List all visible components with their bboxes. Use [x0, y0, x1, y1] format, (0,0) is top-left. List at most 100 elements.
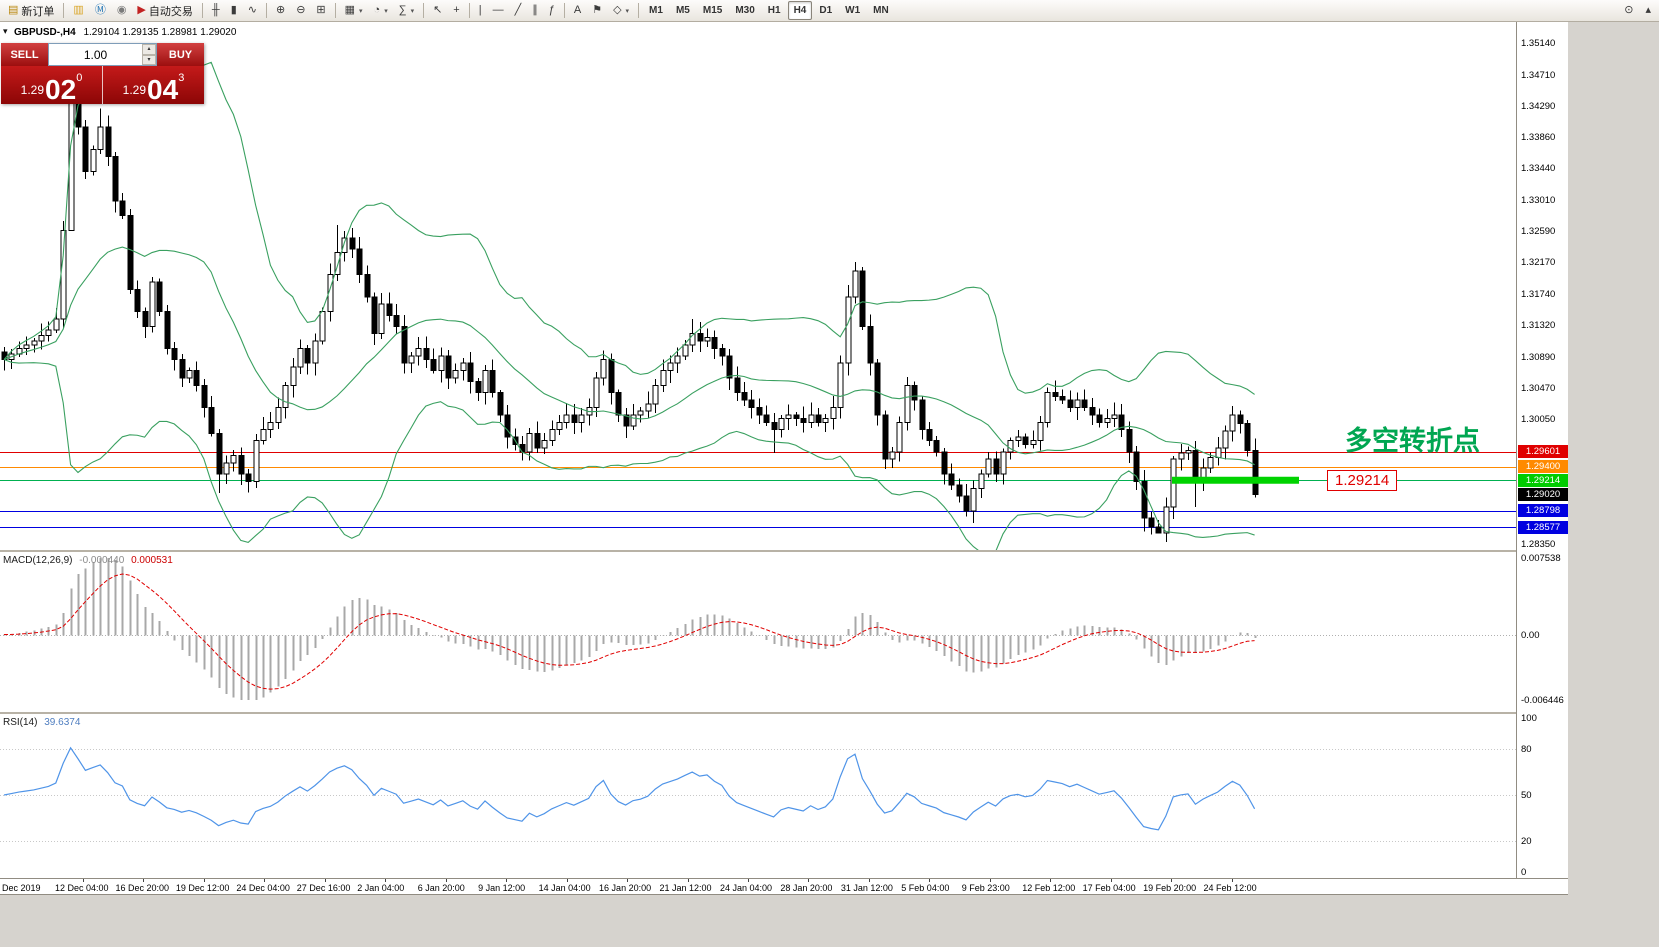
vertical-line-icon[interactable]: |	[474, 1, 487, 20]
time-axis-label: Dec 2019	[2, 883, 41, 893]
indicators-icon[interactable]: ∑ ▾	[394, 1, 419, 20]
macd-indicator-label: MACD(12,26,9) -0.000440 0.000531	[3, 555, 173, 566]
price-scale-label: 50	[1521, 790, 1532, 801]
fibonacci-icon[interactable]: ƒ	[544, 1, 560, 20]
chart-title: GBPUSD-,H4 1.29104 1.29135 1.28981 1.290…	[14, 27, 236, 38]
chart-symbol-period: GBPUSD-,H4	[14, 27, 76, 38]
cursor-icon[interactable]: ↖	[428, 1, 447, 20]
time-tick	[1110, 879, 1112, 882]
time-axis-label: 12 Feb 12:00	[1022, 883, 1076, 893]
price-badge: 1.29214	[1518, 473, 1568, 487]
time-tick	[1050, 879, 1052, 882]
buy-price-sup: 3	[178, 72, 185, 84]
channel-icon: ∥	[532, 4, 538, 16]
price-scale-label: 0.00	[1521, 629, 1540, 641]
price-scale-label: 80	[1521, 743, 1532, 755]
timeframe-mn[interactable]: MN	[867, 1, 895, 20]
price-badge: 1.29020	[1518, 488, 1568, 502]
macd-pane[interactable]	[0, 552, 1516, 712]
label-icon[interactable]: ⚑	[587, 1, 607, 20]
line-chart-icon[interactable]: ∿	[243, 1, 262, 20]
timeframe-d1-label: D1	[819, 5, 833, 16]
price-chart-pane[interactable]	[0, 22, 1516, 550]
time-tick	[627, 879, 629, 882]
macd-main-value: -0.000440	[79, 555, 125, 566]
buy-price-display[interactable]: 1.29 04 3	[102, 66, 204, 104]
price-scale-label: 1.32590	[1521, 226, 1556, 238]
bollinger-middle-band[interactable]	[3, 246, 1255, 466]
search-icon[interactable]: ⊙	[1619, 1, 1638, 20]
sell-price-display[interactable]: 1.29 02 0	[1, 66, 102, 104]
zoom-out-icon[interactable]: ⊖	[291, 1, 310, 20]
candlestick-icon[interactable]: ▮	[226, 1, 242, 20]
rsi-pane[interactable]	[0, 714, 1516, 878]
pane-separator[interactable]	[0, 550, 1568, 552]
bollinger-lower-band[interactable]	[3, 359, 1255, 550]
time-axis[interactable]: Dec 2019 12 Dec 04:00 16 Dec 20:00 19 Dec 1…	[0, 878, 1568, 894]
time-axis-label: 24 Dec 04:00	[236, 883, 290, 893]
news-icon[interactable]: ◉	[112, 1, 132, 20]
timeframe-m5[interactable]: M5	[670, 1, 696, 20]
toolbar-separator	[63, 3, 65, 18]
shapes-icon[interactable]: ◇ ▾	[608, 1, 634, 20]
time-tick	[929, 879, 931, 882]
sell-button[interactable]: SELL	[1, 43, 48, 66]
volume-field[interactable]: 1.00 ▴ ▾	[48, 43, 157, 66]
trendline-icon[interactable]: ╱	[510, 1, 527, 20]
community-icon[interactable]: Ⓜ	[90, 1, 111, 20]
profiles-icon[interactable]: ◔ ▾	[369, 1, 393, 20]
time-axis-label: 6 Jan 20:00	[417, 883, 465, 893]
horizontal-level-lines[interactable]	[0, 452, 1516, 528]
timeframe-m30[interactable]: M30	[729, 1, 760, 20]
timeframe-h1[interactable]: H1	[762, 1, 787, 20]
price-scale-label: 1.34710	[1521, 69, 1556, 81]
zoom-in-icon[interactable]: ⊕	[271, 1, 290, 20]
buy-button[interactable]: BUY	[157, 43, 204, 66]
new-chart-icon[interactable]: ▦ ▾	[340, 1, 368, 20]
rsi-value: 39.6374	[44, 717, 81, 728]
timeframe-m15[interactable]: M15	[697, 1, 728, 20]
macd-signal-value: 0.000531	[131, 555, 173, 566]
price-scale[interactable]: 1.35140 1.34710 1.34290 1.33860 1.33440 1.330…	[1516, 22, 1568, 878]
timeframe-m1[interactable]: M1	[643, 1, 669, 20]
news-icon: ◉	[116, 4, 127, 16]
timeframe-m15-label: M15	[702, 5, 723, 16]
ohlc-bars-icon[interactable]: ╫	[207, 1, 225, 20]
new-order-button[interactable]: ▤ 新订单	[3, 1, 59, 20]
indicators-icon: ∑	[398, 4, 407, 16]
chart-annotation-text[interactable]: 多空转折点	[1345, 426, 1480, 456]
market-icon: ▥	[73, 4, 84, 16]
support-segment[interactable]	[1172, 476, 1299, 484]
timeframe-m1-label: M1	[649, 5, 663, 16]
toolbar-collapse-icon[interactable]: ▴	[1640, 1, 1656, 20]
time-axis-label: 9 Jan 12:00	[478, 883, 526, 893]
crosshair-icon[interactable]: +	[448, 1, 464, 20]
timeframe-h4[interactable]: H4	[787, 1, 813, 20]
horizontal-line-icon[interactable]: —	[488, 1, 509, 20]
text-icon[interactable]: A	[569, 1, 586, 20]
tile-windows-icon[interactable]: ⊞	[311, 1, 330, 20]
price-level-tag[interactable]: 1.29214	[1327, 470, 1398, 491]
chart-ohlc-values: 1.29104 1.29135 1.28981 1.29020	[83, 27, 237, 38]
price-scale-label: 20	[1521, 836, 1532, 848]
timeframe-w1[interactable]: W1	[839, 1, 866, 20]
spinner-down-icon[interactable]: ▾	[142, 54, 156, 65]
horizontal-line-icon: —	[492, 4, 504, 16]
bollinger-upper-band[interactable]	[3, 52, 1255, 395]
timeframe-m5-label: M5	[675, 5, 690, 16]
spinner-up-icon[interactable]: ▴	[142, 44, 156, 55]
one-click-panel-toggle[interactable]: ▾	[3, 26, 8, 37]
time-axis-label: 21 Jan 12:00	[659, 883, 712, 893]
price-scale-label: 0	[1521, 867, 1527, 878]
channel-icon[interactable]: ∥	[527, 1, 543, 20]
time-axis-label: 5 Feb 04:00	[901, 883, 950, 893]
price-scale-label: 1.31320	[1521, 319, 1556, 331]
pane-separator[interactable]	[0, 712, 1568, 714]
caret-down-icon: ▾	[359, 7, 363, 15]
rsi-name: RSI(14)	[3, 717, 38, 728]
market-icon[interactable]: ▥	[68, 1, 88, 20]
timeframe-d1[interactable]: D1	[813, 1, 838, 20]
zoom-out-icon: ⊖	[296, 4, 306, 16]
autotrade-button[interactable]: ▶ 自动交易	[132, 1, 197, 20]
time-axis-label: 24 Feb 12:00	[1203, 883, 1257, 893]
